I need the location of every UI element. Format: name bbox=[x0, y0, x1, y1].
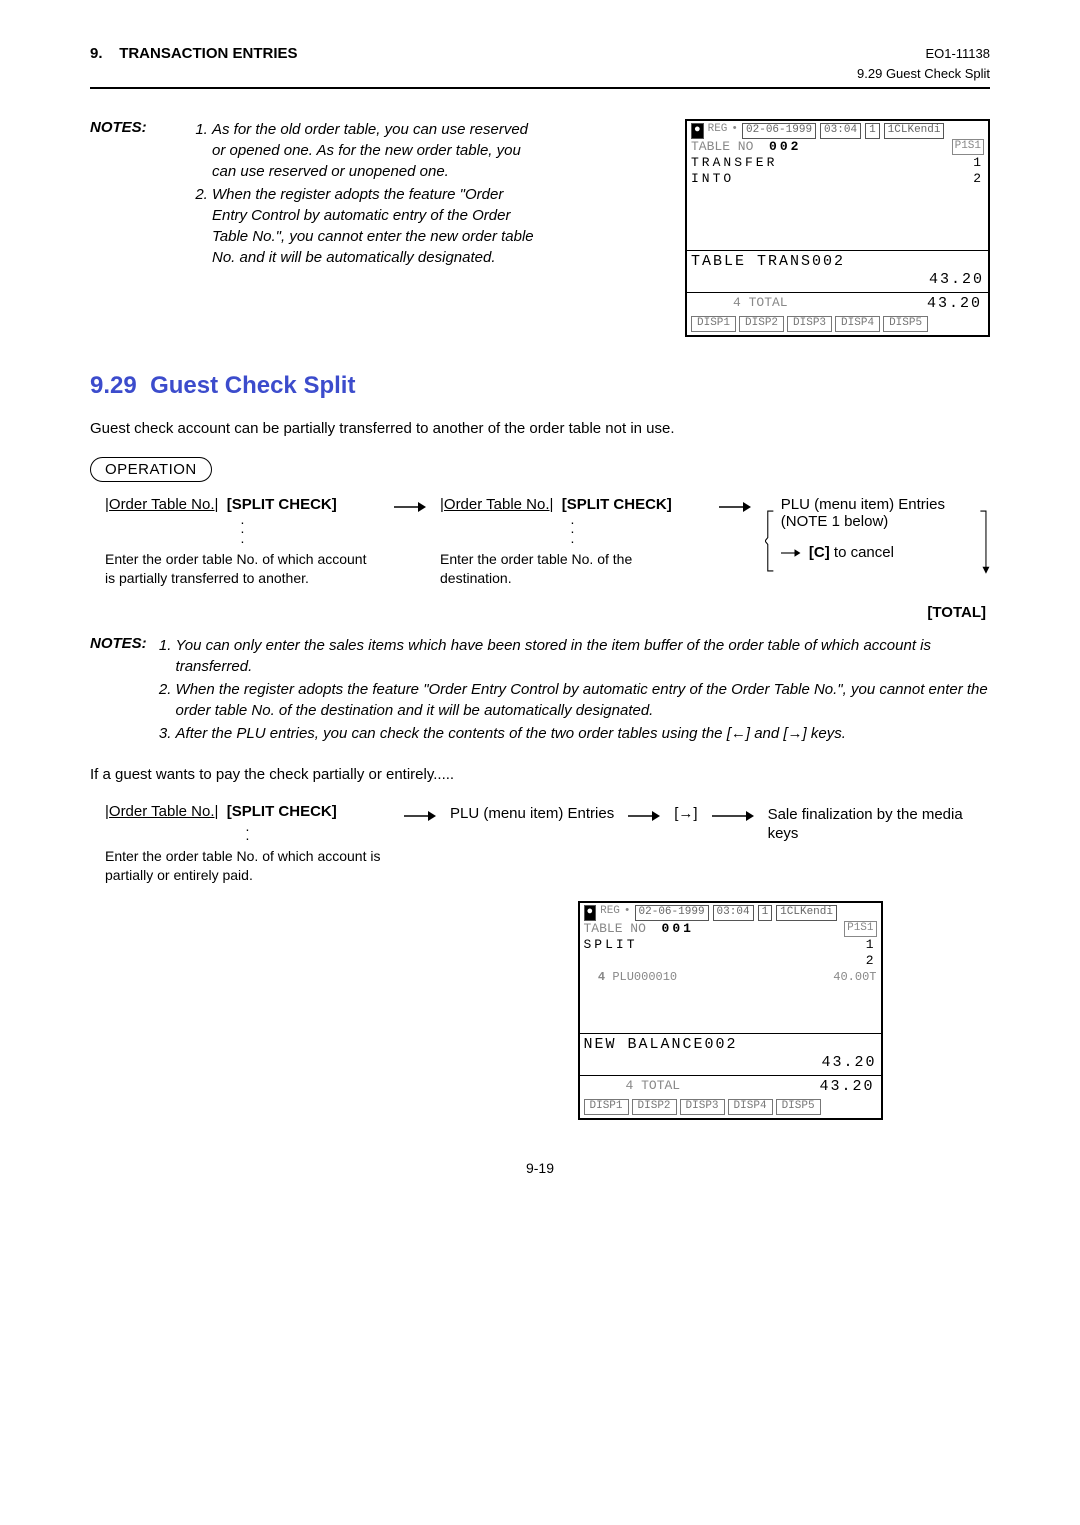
notes-label-2: NOTES: bbox=[90, 635, 154, 746]
notes2-item: You can only enter the sales items which… bbox=[176, 635, 990, 677]
page-header: 9. TRANSACTION ENTRIES EO1-11138 bbox=[90, 45, 990, 62]
partial-intro: If a guest wants to pay the check partia… bbox=[90, 764, 990, 785]
notes-list-2: You can only enter the sales items which… bbox=[154, 635, 990, 746]
header-rule bbox=[90, 87, 990, 89]
doc-id: EO1-11138 bbox=[925, 46, 990, 61]
operation-flow: |Order Table No.| [SPLIT CHECK] ... Ente… bbox=[90, 496, 990, 588]
display-screen-2: ● REG • 02-06-1999 03:04 1 1CLKendi TABL… bbox=[578, 901, 883, 1120]
section-title: 9.29 Guest Check Split bbox=[90, 372, 990, 400]
right-bracket-icon bbox=[979, 496, 990, 586]
notes2-item: When the register adopts the feature "Or… bbox=[176, 679, 990, 721]
display-screen-1: ● REG • 02-06-1999 03:04 1 1CLKendi TABL… bbox=[685, 119, 990, 337]
operation-label: OPERATION bbox=[90, 457, 212, 482]
partial-flow: |Order Table No.| [SPLIT CHECK] .. Enter… bbox=[90, 803, 990, 885]
total-label: [TOTAL] bbox=[90, 604, 990, 621]
notes-list-1: As for the old order table, you can use … bbox=[190, 119, 542, 337]
notes1-item: When the register adopts the feature "Or… bbox=[212, 184, 542, 268]
notes1-item: As for the old order table, you can use … bbox=[212, 119, 542, 182]
section-intro: Guest check account can be partially tra… bbox=[90, 418, 990, 439]
notes-label: NOTES: bbox=[90, 119, 190, 337]
notes2-item: After the PLU entries, you can check the… bbox=[176, 723, 990, 744]
chapter-title: TRANSACTION ENTRIES bbox=[119, 45, 297, 62]
bracket-icon bbox=[765, 496, 775, 586]
chapter-number: 9. bbox=[90, 45, 103, 62]
page-number: 9-19 bbox=[90, 1160, 990, 1176]
section-ref: 9.29 Guest Check Split bbox=[90, 66, 990, 81]
